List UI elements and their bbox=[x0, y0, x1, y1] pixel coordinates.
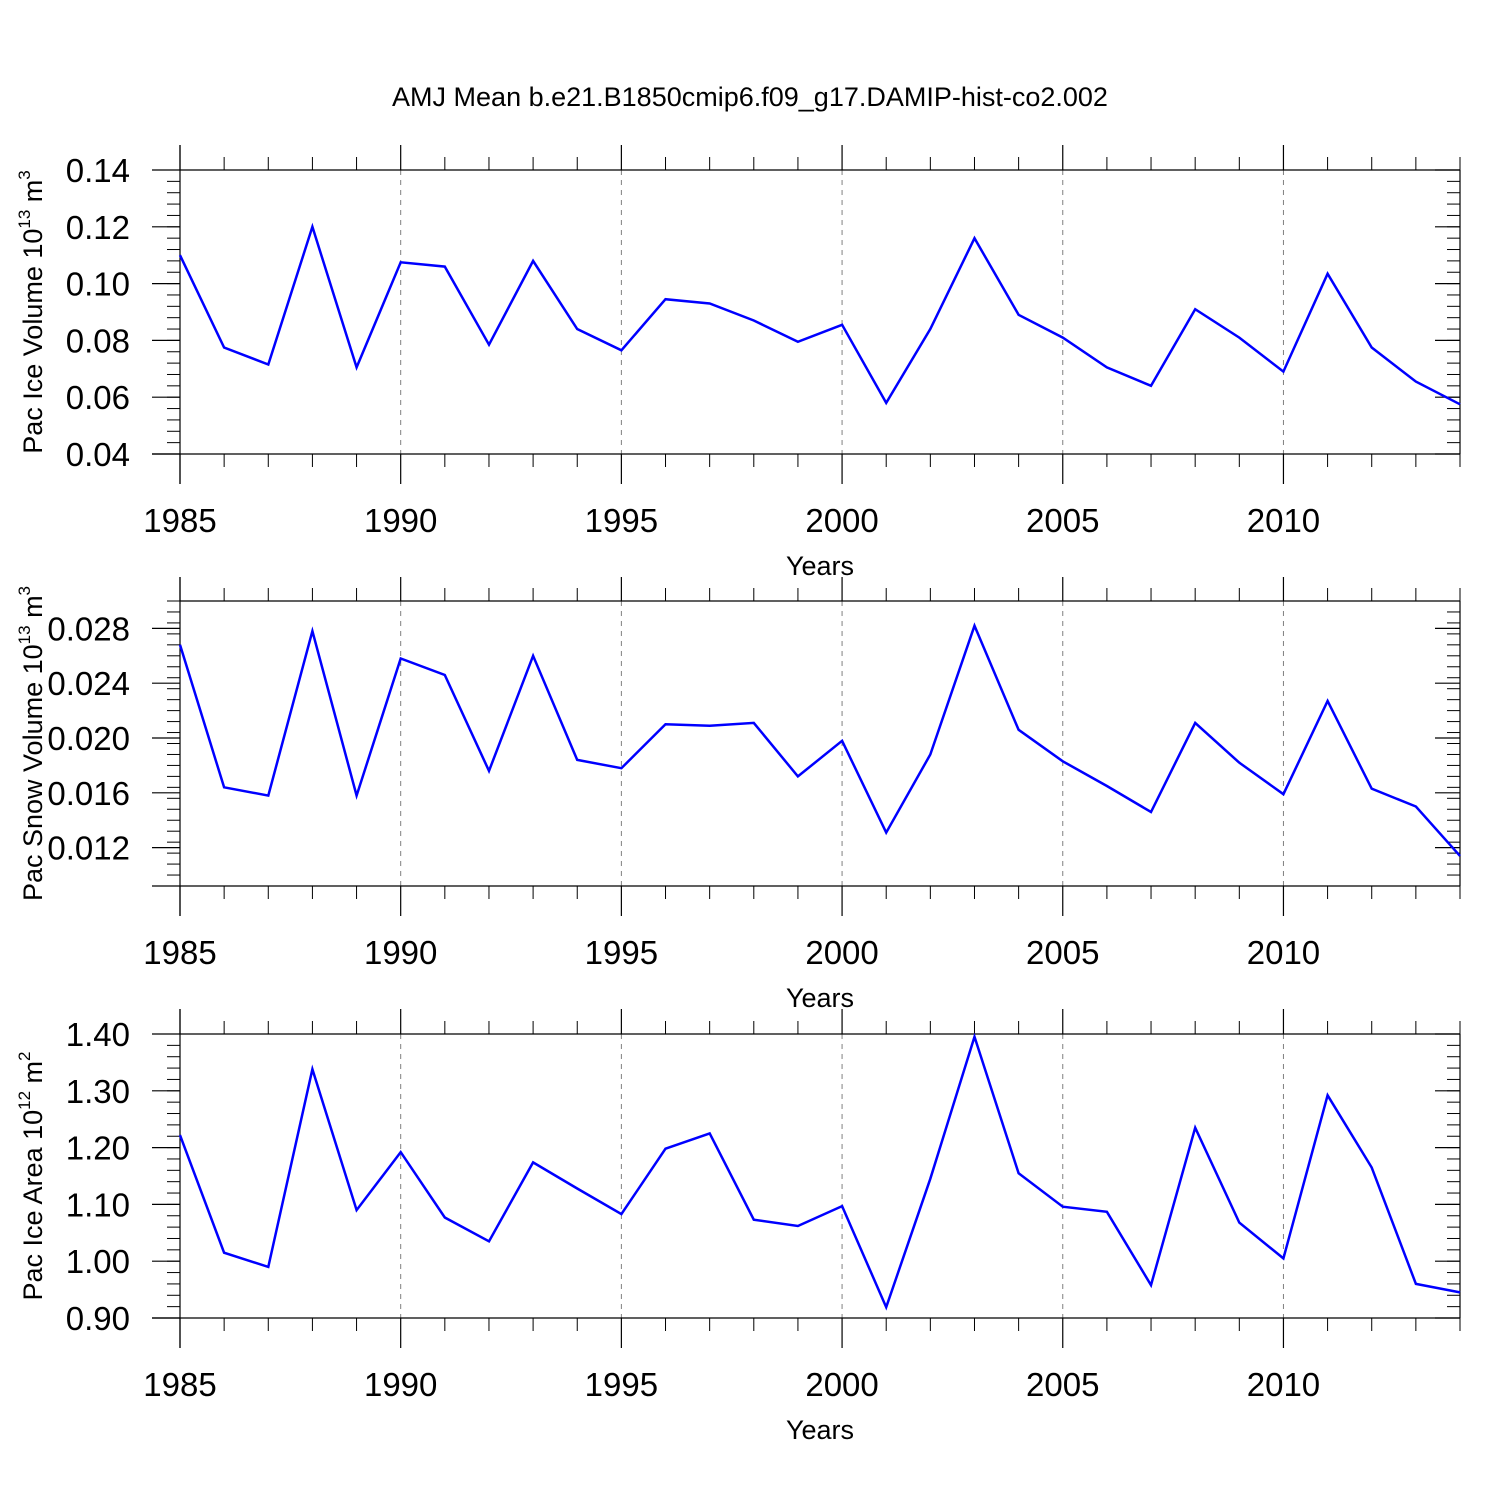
x-axis-label: Years bbox=[786, 1415, 854, 1445]
chart-panel-2: 0.012 0.016 0.020 0.024 0.028 1985 1990 1995 200… bbox=[15, 577, 1461, 1013]
y-tick-label: 0.012 bbox=[47, 830, 130, 867]
x-tick-label: 2005 bbox=[1026, 934, 1099, 971]
x-tick-label: 2000 bbox=[805, 502, 878, 539]
x-tick-label: 1990 bbox=[364, 1366, 437, 1403]
y-tick-label: 0.10 bbox=[66, 266, 130, 303]
y-tick-label: 0.06 bbox=[66, 379, 130, 416]
x-tick-label: 1985 bbox=[143, 502, 216, 539]
x-tick-label: 2005 bbox=[1026, 502, 1099, 539]
y-tick-label: 0.016 bbox=[47, 775, 130, 812]
y-axis-label: Pac Ice Volume 1013 m3 bbox=[15, 170, 48, 454]
y-tick-label: 1.00 bbox=[66, 1243, 130, 1280]
y-tick-label: 0.12 bbox=[66, 209, 130, 246]
y-tick-label: 1.40 bbox=[66, 1016, 130, 1053]
x-tick-label: 2010 bbox=[1247, 934, 1320, 971]
y-tick-label: 1.20 bbox=[66, 1130, 130, 1167]
x-tick-label: 2000 bbox=[805, 934, 878, 971]
x-tick-label: 2010 bbox=[1247, 502, 1320, 539]
x-tick-label: 1995 bbox=[585, 502, 658, 539]
chart-panel-3: 0.90 1.00 1.10 1.20 1.30 1.40 1985 1990 1995 2000… bbox=[15, 1009, 1461, 1445]
y-axis-label: Pac Ice Area 1012 m2 bbox=[15, 1051, 48, 1300]
series-line bbox=[178, 222, 1461, 406]
y-tick-label: 0.024 bbox=[47, 665, 130, 702]
chart-panel-1: 0.04 0.06 0.08 0.10 0.12 0.14 1985 1990 1995 2000… bbox=[15, 145, 1461, 581]
x-axis-label: Years bbox=[786, 983, 854, 1013]
y-tick-label: 0.04 bbox=[66, 436, 130, 473]
figure-title: AMJ Mean b.e21.B1850cmip6.f09_g17.DAMIP-… bbox=[392, 82, 1108, 112]
x-tick-label: 1995 bbox=[585, 1366, 658, 1403]
y-tick-label: 0.90 bbox=[66, 1300, 130, 1337]
x-tick-label: 1995 bbox=[585, 934, 658, 971]
y-axis-label: Pac Snow Volume 1013 m3 bbox=[15, 586, 48, 901]
y-tick-label: 1.30 bbox=[66, 1073, 130, 1110]
x-tick-label: 1985 bbox=[143, 1366, 216, 1403]
x-tick-label: 2005 bbox=[1026, 1366, 1099, 1403]
y-tick-label: 0.020 bbox=[47, 720, 130, 757]
series-line bbox=[178, 1032, 1461, 1311]
series-line bbox=[178, 622, 1461, 857]
x-tick-label: 1985 bbox=[143, 934, 216, 971]
x-tick-label: 1990 bbox=[364, 934, 437, 971]
y-tick-label: 1.10 bbox=[66, 1186, 130, 1223]
x-tick-label: 2010 bbox=[1247, 1366, 1320, 1403]
x-axis-label: Years bbox=[786, 551, 854, 581]
y-tick-label: 0.14 bbox=[66, 152, 130, 189]
x-tick-label: 2000 bbox=[805, 1366, 878, 1403]
x-tick-label: 1990 bbox=[364, 502, 437, 539]
y-tick-label: 0.08 bbox=[66, 322, 130, 359]
y-tick-label: 0.028 bbox=[47, 610, 130, 647]
